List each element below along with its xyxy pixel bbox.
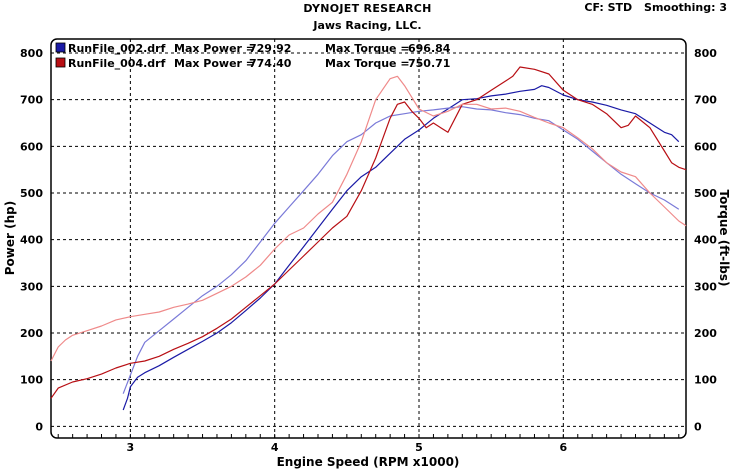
y-tick-label-left: 100: [20, 374, 43, 387]
legend: RunFile_002.drf Max Power =729.92 Max Torq…: [55, 42, 451, 70]
legend-file: RunFile_004.drf: [68, 57, 166, 70]
legend-max-torque-label: Max Torque =: [325, 57, 410, 70]
legend-max-torque-label: Max Torque =: [325, 42, 410, 55]
legend-max-torque-value: 750.71: [408, 57, 450, 70]
y-tick-label-left: 600: [20, 140, 43, 153]
y-axis-label-left: Power (hp): [3, 201, 17, 275]
legend-max-power-value: 729.92: [249, 42, 291, 55]
y-tick-label-left: 700: [20, 94, 43, 107]
runfile-004-drf-torque-line: [50, 75, 687, 362]
smoothing-label: Smoothing: 3: [644, 1, 727, 14]
x-tick-label: 4: [271, 441, 279, 454]
y-tick-label-right: 300: [694, 280, 717, 293]
x-tick-label: 6: [560, 441, 568, 454]
y-tick-label-right: 800: [694, 47, 717, 60]
chart-settings: CF: STD Smoothing: 3: [576, 1, 727, 14]
legend-max-power-value: 774.40: [249, 57, 292, 70]
legend-swatch: [55, 57, 66, 68]
legend-max-power-label: Max Power =: [174, 57, 255, 70]
y-tick-label-right: 700: [694, 94, 717, 107]
chart-subtitle: Jaws Racing, LLC.: [313, 19, 422, 32]
y-tick-label-left: 800: [20, 47, 43, 60]
y-tick-label-left: 200: [20, 327, 43, 340]
y-axis-label-right: Torque (ft-lbs): [717, 190, 731, 287]
plot-area: [50, 38, 687, 439]
legend-file: RunFile_002.drf: [68, 42, 166, 55]
legend-max-torque-value: 696.84: [408, 42, 451, 55]
y-tick-label-right: 200: [694, 327, 717, 340]
correction-factor-label: CF: STD: [584, 1, 633, 14]
legend-swatch: [55, 42, 66, 53]
y-tick-label-right: 400: [694, 234, 717, 247]
y-tick-label-right: 0: [694, 420, 702, 433]
legend-max-power-label: Max Power =: [174, 42, 255, 55]
runfile-002-drf-torque-line: [122, 106, 680, 394]
y-tick-label-left: 400: [20, 234, 43, 247]
y-tick-label-right: 600: [694, 140, 717, 153]
series-lines: [50, 66, 687, 411]
runfile-002-drf-power-line: [122, 85, 680, 411]
y-tick-label-right: 100: [694, 374, 717, 387]
runfile-004-drf-power-line: [50, 66, 687, 399]
y-tick-label-left: 500: [20, 187, 43, 200]
y-tick-label-left: 300: [20, 280, 43, 293]
x-axis-label: Engine Speed (RPM x1000): [277, 455, 460, 469]
x-tick-label: 5: [415, 441, 423, 454]
chart-title: DYNOJET RESEARCH: [303, 2, 432, 15]
y-tick-label-left: 0: [35, 420, 43, 433]
y-tick-label-right: 500: [694, 187, 717, 200]
x-tick-label: 3: [127, 441, 135, 454]
